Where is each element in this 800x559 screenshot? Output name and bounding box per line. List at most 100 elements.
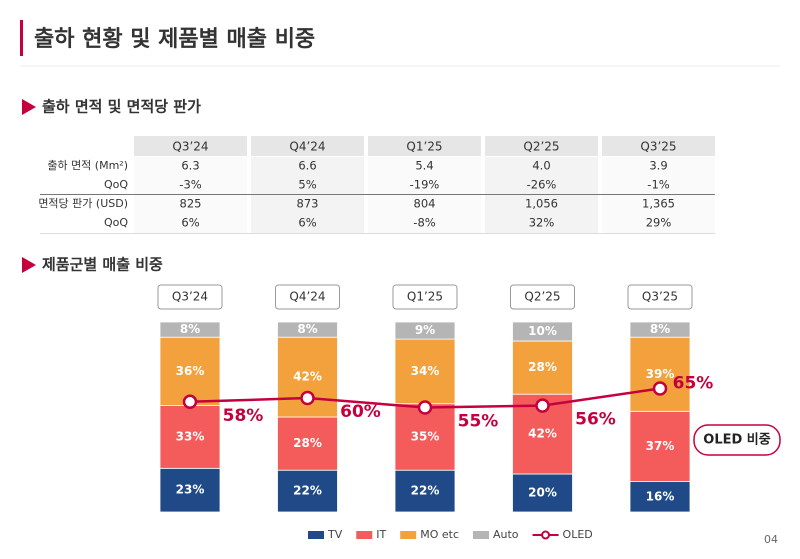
data-label: 35% [411, 429, 440, 443]
legend-swatch [308, 531, 324, 539]
annotation: OLED 비중 [703, 433, 770, 448]
category-box [392, 284, 458, 310]
header-cell [368, 136, 481, 156]
line-label: 56% [575, 410, 616, 430]
data-label: 28% [528, 360, 557, 374]
bar-segment [629, 410, 691, 482]
column-shade [485, 157, 598, 234]
cell: -1% [647, 178, 669, 192]
bar-segment [159, 321, 221, 338]
bar-segment [629, 321, 691, 338]
line-point [652, 381, 668, 396]
legend-marker [541, 530, 551, 540]
data-label: 33% [176, 429, 205, 443]
category-box [510, 284, 575, 310]
column-shade [251, 157, 364, 234]
column-shade [134, 157, 247, 234]
data-label: 8% [180, 322, 200, 336]
column-header: Q2’25 [523, 140, 559, 154]
bar-segment [277, 416, 338, 471]
column-shade [368, 157, 481, 234]
category-box [275, 284, 340, 310]
cell: -19% [410, 178, 440, 192]
legend-swatch [400, 531, 417, 539]
legend-label: TV [327, 528, 343, 541]
section-marker [22, 99, 36, 115]
cell: -26% [527, 178, 557, 192]
column-header: Q1’25 [406, 140, 442, 154]
header-cell [251, 136, 364, 156]
line-point [182, 394, 198, 410]
data-label: 8% [650, 322, 670, 336]
data-label: 39% [646, 367, 675, 381]
bar-segment [629, 336, 691, 412]
line-point [417, 400, 433, 415]
legend-label: Auto [493, 528, 519, 541]
header-cell [134, 136, 247, 156]
line-point [535, 398, 550, 413]
cell: -8% [413, 216, 435, 230]
legend-label: OLED [563, 528, 593, 541]
page-number: 04 [764, 533, 778, 546]
bar-segment [159, 336, 221, 407]
legend-swatch [356, 531, 373, 539]
cell: 5% [298, 178, 316, 192]
data-label: 23% [176, 483, 205, 497]
data-label: 28% [293, 436, 322, 450]
cell: 5.4 [415, 159, 433, 173]
category-box [627, 284, 693, 310]
data-label: 10% [528, 324, 557, 338]
line-point [300, 390, 315, 406]
bar-segment [159, 467, 221, 513]
x-tick-label: Q4’24 [289, 290, 325, 304]
x-tick-label: Q3’25 [642, 290, 678, 304]
line-label: 65% [673, 374, 714, 394]
cell: -3% [179, 178, 201, 192]
bar-segment [277, 321, 338, 338]
row-label: QoQ [104, 178, 128, 191]
column-header: Q3’24 [172, 140, 208, 154]
section-marker [22, 257, 36, 273]
cell: 29% [646, 216, 672, 230]
line-label: 60% [340, 402, 381, 422]
cell: 32% [529, 216, 555, 230]
cell: 3.9 [649, 159, 667, 173]
cell: 4.0 [532, 159, 550, 173]
row-label: 출하 면적 (Mm²) [47, 158, 128, 172]
section-title: 제품군별 매출 비중 [42, 256, 163, 274]
line-label: 55% [458, 412, 499, 432]
bar-segment [512, 340, 573, 395]
cell: 873 [297, 197, 319, 211]
row-label: 면적당 판가 (USD) [38, 197, 128, 210]
bar-segment [629, 481, 691, 513]
cell: 825 [180, 197, 202, 211]
data-label: 37% [646, 439, 675, 453]
bar-segment [159, 405, 221, 469]
cell: 6% [298, 216, 316, 230]
data-label: 20% [528, 486, 557, 500]
data-label: 8% [297, 322, 317, 336]
legend-label: MO etc [420, 528, 459, 541]
x-tick-label: Q3’24 [172, 290, 208, 304]
bar-segment [512, 321, 573, 342]
annotation-box [693, 424, 781, 456]
data-label: 34% [411, 364, 440, 378]
cell: 1,056 [525, 197, 558, 211]
data-label: 9% [415, 323, 435, 337]
cell: 804 [414, 197, 436, 211]
column-header: Q3’25 [640, 140, 676, 154]
section-title: 출하 면적 및 면적당 판가 [42, 98, 201, 116]
header-cell [602, 136, 715, 156]
x-tick-label: Q1’25 [407, 290, 443, 304]
cell: 1,365 [642, 197, 675, 211]
bar-segment [394, 338, 456, 405]
line-label: 58% [223, 406, 264, 426]
x-tick-label: Q2’25 [524, 290, 560, 304]
bar-segment [394, 469, 456, 513]
data-label: 42% [293, 370, 322, 384]
data-label: 22% [411, 484, 440, 498]
header-cell [485, 136, 598, 156]
cell: 6.6 [298, 159, 316, 173]
cell: 6.3 [181, 159, 199, 173]
